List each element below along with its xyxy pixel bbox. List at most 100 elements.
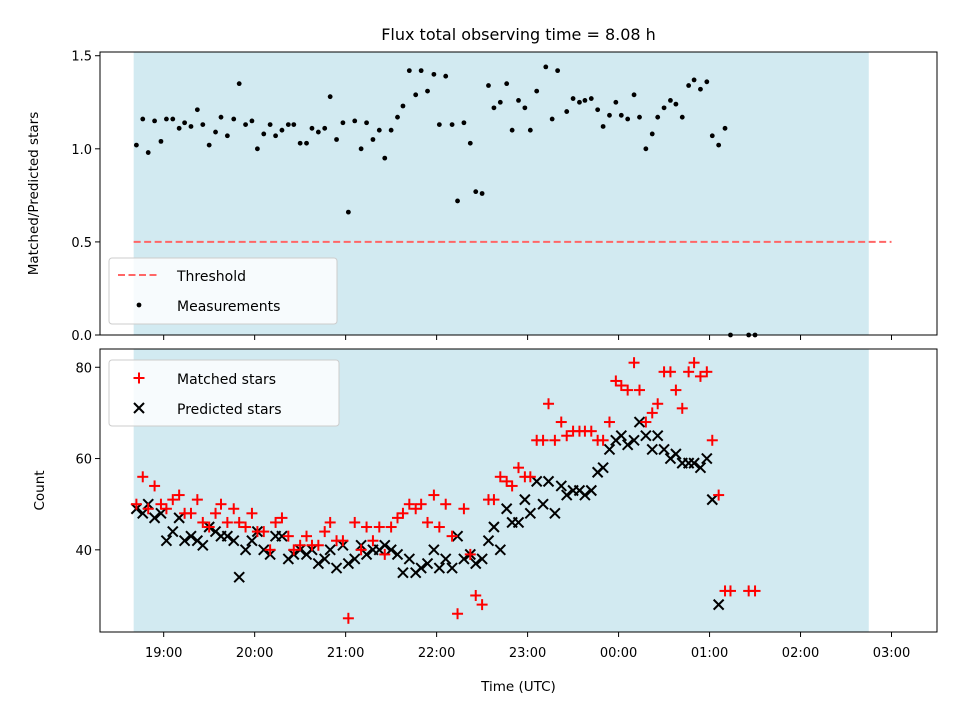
predicted-stars-point [670, 448, 682, 460]
predicted-stars-point [658, 443, 670, 456]
measurement-point [637, 114, 642, 120]
measurement-point [418, 68, 424, 74]
matched-stars-point [628, 357, 640, 369]
measurement-point [194, 107, 200, 113]
measurement-point [261, 131, 267, 137]
predicted-stars-point [160, 535, 173, 547]
matched-stars-point [452, 608, 464, 620]
legend-measurements-swatch [136, 302, 142, 308]
measurement-point [649, 131, 655, 137]
measurement-point [570, 96, 576, 101]
measurement-point [145, 150, 151, 155]
predicted-stars-point [512, 516, 525, 529]
matched-stars-point [537, 434, 549, 446]
measurement-point [133, 142, 139, 148]
predicted-stars-point [167, 525, 179, 538]
measurement-point [673, 101, 679, 107]
predicted-stars-point [640, 430, 652, 442]
measurement-point [352, 118, 358, 124]
matched-stars-point [664, 366, 676, 378]
matched-stars-point [228, 503, 240, 515]
matched-stars-point [203, 521, 215, 533]
measurement-point [358, 146, 364, 152]
predicted-stars-point [446, 562, 458, 574]
x-tick-label: 21:00 [327, 646, 364, 661]
predicted-stars-point [397, 566, 409, 579]
measurement-point [600, 124, 606, 129]
measurement-point [549, 116, 555, 122]
top-legend: Threshold Measurements [108, 257, 338, 325]
predicted-stars-point [342, 557, 355, 570]
matched-stars-point [215, 498, 227, 510]
predicted-stars-point [701, 452, 713, 465]
matched-stars-point [149, 480, 161, 492]
measurement-point [273, 133, 278, 139]
matched-stars-point [294, 539, 306, 551]
matched-stars-point [549, 434, 561, 446]
matched-stars-point [349, 516, 361, 528]
matched-stars-point [433, 521, 445, 533]
matched-stars-point [724, 585, 736, 597]
measurement-point [334, 137, 339, 142]
predicted-stars-point [688, 457, 700, 469]
measurement-point [436, 122, 442, 128]
matched-stars-point [319, 526, 331, 538]
measurement-point [249, 118, 255, 124]
measurement-point [504, 81, 510, 87]
matched-stars-point [282, 530, 294, 542]
measurement-point [395, 114, 400, 120]
measurement-point [200, 122, 206, 128]
measurement-point [431, 71, 437, 77]
predicted-stars-point [428, 544, 440, 556]
predicted-stars-point [537, 498, 549, 510]
measurement-point [479, 191, 485, 196]
measurement-point [698, 86, 703, 92]
predicted-stars-point [433, 562, 446, 574]
measurement-point [206, 142, 212, 148]
legend-matched-swatch [133, 372, 145, 384]
matched-stars-point [488, 494, 500, 506]
measurement-point [425, 88, 430, 94]
measurement-point [704, 79, 710, 85]
measurement-point [322, 125, 328, 131]
matched-stars-point [524, 471, 536, 483]
bottom-y-axis-label: Count [32, 470, 48, 510]
measurement-point [213, 129, 218, 135]
predicted-stars-point [421, 557, 434, 570]
measurement-point [595, 107, 601, 113]
measurement-point [631, 92, 637, 98]
matched-stars-point [221, 516, 233, 528]
matched-stars-point [543, 398, 555, 410]
measurement-point [182, 120, 188, 126]
matched-stars-point [173, 489, 185, 501]
measurement-point [449, 122, 455, 128]
matched-stars-point [615, 380, 627, 392]
measurement-point [164, 116, 169, 122]
matched-stars-point [361, 521, 373, 533]
top-axes-frame [99, 51, 938, 336]
top-y-axis-label: Matched/Predicted stars [26, 112, 42, 275]
measurement-point [722, 125, 728, 131]
matched-stars-point [246, 507, 258, 519]
matched-stars-point [233, 516, 245, 528]
x-axis-label: Time (UTC) [480, 679, 556, 695]
measurement-point [218, 114, 224, 120]
matched-stars-point [676, 402, 688, 414]
predicted-stars-point [706, 493, 718, 506]
predicted-stars-point [440, 553, 452, 565]
matched-stars-point [160, 503, 172, 515]
measurement-point [679, 114, 685, 120]
measurement-point [643, 146, 649, 152]
predicted-stars-point [712, 598, 725, 611]
predicted-stars-point [385, 544, 397, 556]
measurement-point [555, 68, 561, 74]
predicted-stars-point [137, 507, 149, 520]
measurement-point [516, 98, 521, 103]
bottom-y-tick-label: 40 [75, 544, 92, 559]
matched-stars-point [355, 544, 367, 556]
measurement-point [406, 68, 412, 74]
measurement-point [291, 122, 297, 128]
measurement-point [188, 124, 194, 129]
predicted-stars-point [173, 512, 185, 524]
matched-stars-point [130, 498, 142, 510]
